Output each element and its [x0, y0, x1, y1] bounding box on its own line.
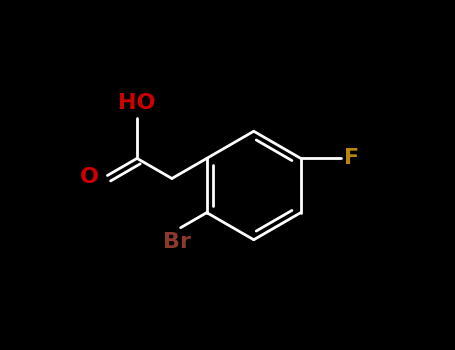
Text: Br: Br — [163, 232, 191, 252]
Text: HO: HO — [118, 93, 156, 113]
Text: F: F — [344, 148, 359, 168]
Text: O: O — [80, 167, 99, 187]
